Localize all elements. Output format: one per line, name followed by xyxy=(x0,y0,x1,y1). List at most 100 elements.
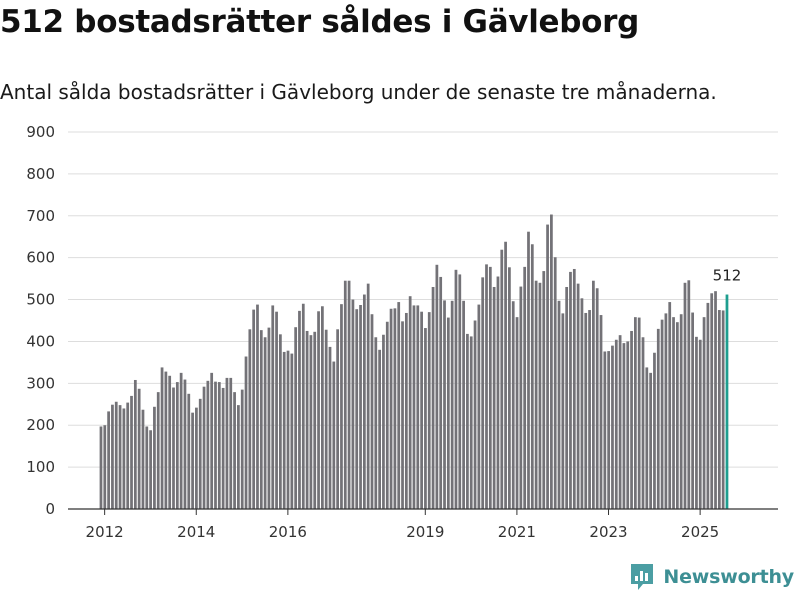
bar xyxy=(542,271,546,509)
bar xyxy=(164,371,168,509)
bar xyxy=(103,425,107,509)
bar xyxy=(603,351,607,509)
bar xyxy=(668,302,672,509)
bar xyxy=(431,286,435,509)
bar xyxy=(382,334,385,509)
bar xyxy=(336,329,340,509)
bar xyxy=(351,299,355,509)
bar xyxy=(599,315,603,509)
bar xyxy=(313,331,317,509)
bar xyxy=(362,294,366,509)
y-tick-label: 900 xyxy=(26,123,55,141)
bar xyxy=(305,330,309,509)
bar xyxy=(504,241,507,509)
bar xyxy=(111,404,114,509)
bar xyxy=(580,298,584,509)
bar xyxy=(500,249,504,509)
bar xyxy=(584,312,588,509)
bar xyxy=(149,430,152,509)
bar xyxy=(244,356,248,509)
bar xyxy=(695,336,698,509)
x-tick-label: 2014 xyxy=(177,523,215,541)
y-tick-label: 300 xyxy=(26,374,55,392)
bar xyxy=(714,291,717,509)
bar xyxy=(99,426,103,509)
bar xyxy=(130,395,133,509)
bar xyxy=(290,353,294,509)
bar xyxy=(378,349,381,509)
bar xyxy=(492,286,496,509)
bar xyxy=(645,367,649,509)
bar xyxy=(114,401,118,509)
bar xyxy=(317,311,320,509)
bar xyxy=(393,308,397,509)
bar xyxy=(553,257,557,509)
bar xyxy=(202,386,206,509)
bar xyxy=(404,312,408,509)
bar xyxy=(550,214,553,509)
bar xyxy=(469,336,473,509)
y-tick-label: 100 xyxy=(26,458,55,476)
bar xyxy=(324,329,328,509)
bar xyxy=(710,293,714,509)
bar xyxy=(271,305,275,509)
bar xyxy=(240,389,244,509)
bar xyxy=(435,264,439,509)
bar xyxy=(473,320,477,509)
bar xyxy=(225,377,229,509)
bar xyxy=(576,283,580,509)
brand-name: Newsworthy xyxy=(663,566,794,588)
bar xyxy=(572,268,576,509)
bar xyxy=(439,276,443,509)
bar xyxy=(172,387,175,509)
bar xyxy=(443,300,446,509)
bar xyxy=(294,327,298,509)
bar xyxy=(374,337,378,509)
bar xyxy=(515,317,519,509)
bar xyxy=(675,322,679,509)
bar xyxy=(168,375,172,509)
bar xyxy=(622,343,626,509)
bar xyxy=(523,266,527,509)
bar xyxy=(133,379,137,509)
chart-title: 512 bostadsrätter såldes i Gävleborg xyxy=(0,4,640,40)
bar xyxy=(175,382,179,509)
bar xyxy=(462,300,465,509)
bar xyxy=(408,296,412,509)
y-tick-label: 800 xyxy=(26,165,55,183)
bar xyxy=(592,280,595,509)
bar xyxy=(527,231,530,509)
bar xyxy=(221,387,225,509)
x-tick-label: 2019 xyxy=(406,523,444,541)
bar xyxy=(198,398,202,509)
bar xyxy=(355,309,359,509)
bar xyxy=(702,317,706,509)
x-tick-label: 2016 xyxy=(269,523,307,541)
bar xyxy=(588,310,591,509)
bar xyxy=(229,377,233,509)
bar xyxy=(717,310,721,509)
bar xyxy=(672,317,675,509)
y-tick-label: 500 xyxy=(26,291,55,309)
bar xyxy=(328,346,332,509)
bar xyxy=(321,306,324,509)
bar xyxy=(649,372,653,509)
bar xyxy=(279,334,282,509)
bar xyxy=(458,274,462,509)
bar xyxy=(721,310,725,509)
bar xyxy=(698,339,702,509)
bar xyxy=(263,337,267,509)
bar xyxy=(217,382,221,509)
bar xyxy=(508,267,511,509)
bar xyxy=(427,312,431,509)
bar xyxy=(153,406,156,509)
bar xyxy=(481,277,485,509)
bar xyxy=(477,304,481,509)
bar xyxy=(370,314,374,509)
bar xyxy=(195,407,198,509)
bar xyxy=(519,286,523,509)
bar xyxy=(538,282,542,509)
bar xyxy=(179,372,183,509)
y-tick-label: 700 xyxy=(26,207,55,225)
bar xyxy=(340,304,343,509)
